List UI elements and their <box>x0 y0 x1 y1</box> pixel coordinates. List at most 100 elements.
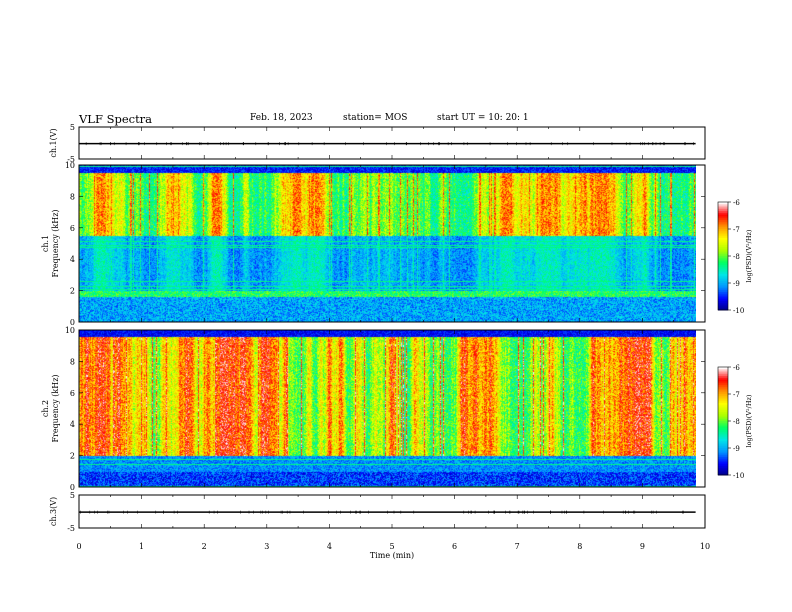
colorbar-cell <box>718 426 728 429</box>
y-tick-label: 4 <box>70 255 75 264</box>
plot-date: Feb. 18, 2023 <box>250 113 313 123</box>
colorbar-cell <box>718 410 728 413</box>
colorbar-cell <box>718 437 728 440</box>
colorbar-cell <box>718 232 728 235</box>
colorbar-cell <box>718 440 728 444</box>
colorbar-cell <box>718 381 728 384</box>
x-tick-label: 6 <box>452 542 457 551</box>
colorbar-cell <box>718 379 728 382</box>
spectrogram-image-ch1 <box>79 165 696 322</box>
plot-start-time: start UT = 10: 20: 1 <box>437 113 529 123</box>
colorbar-cell <box>718 205 728 208</box>
colorbar-cell <box>718 417 728 420</box>
plot-title: VLF Spectra <box>79 112 153 126</box>
colorbar-tick-label: -7 <box>733 391 740 399</box>
x-tick-label: 2 <box>202 542 207 551</box>
colorbar-label-ch1-spectrogram: log(PSD)(V²/Hz) <box>745 229 753 282</box>
y-tick-label: 10 <box>65 326 75 335</box>
colorbar-cell <box>718 243 728 246</box>
colorbar-cell <box>718 284 728 288</box>
colorbar-cell <box>718 254 728 257</box>
colorbar-cell <box>718 462 728 465</box>
y-tick-label: -5 <box>67 524 75 533</box>
colorbar-cell <box>718 430 728 433</box>
colorbar-cell <box>718 421 728 424</box>
colorbar-cell <box>718 415 728 418</box>
colorbar-cell <box>718 302 728 306</box>
colorbar-cell <box>718 250 728 253</box>
colorbar-cell <box>718 252 728 255</box>
colorbar-cell <box>718 376 728 379</box>
colorbar-cell <box>718 458 728 462</box>
colorbar-cell <box>718 220 728 223</box>
colorbar-cell <box>718 374 728 377</box>
colorbar-cell <box>718 223 728 226</box>
colorbar-cell <box>718 399 728 402</box>
colorbar-cell <box>718 306 728 309</box>
colorbar-cell <box>718 390 728 393</box>
colorbar-cell <box>718 383 728 386</box>
y-tick-label: 0 <box>70 318 75 327</box>
colorbar-cell <box>718 449 728 453</box>
colorbar-cell <box>718 257 728 261</box>
y-tick-label: 6 <box>70 224 75 233</box>
colorbar-cell <box>718 241 728 244</box>
colorbar-cell <box>718 422 728 426</box>
y-tick-label: 2 <box>70 287 75 296</box>
colorbar-cell <box>718 424 728 427</box>
colorbar-cell <box>718 392 728 395</box>
colorbar-cell <box>718 394 728 397</box>
colorbar-cell <box>718 216 728 219</box>
colorbar-cell <box>718 473 728 476</box>
x-tick-label: 9 <box>640 542 645 551</box>
x-tick-label: 10 <box>700 542 710 551</box>
y-axis-label-top-ch2-spectrogram: ch.2 <box>41 400 50 417</box>
y-axis-label-ch3-waveform: ch.3(V) <box>49 497 58 526</box>
y-tick-label: 10 <box>65 161 75 170</box>
x-tick-label: 4 <box>327 542 332 551</box>
colorbar-cell <box>718 212 728 216</box>
colorbar-cell <box>718 428 728 431</box>
y-tick-label: 5 <box>70 491 75 500</box>
colorbar-cell <box>718 433 728 436</box>
colorbar-cell <box>718 412 728 415</box>
y-tick-label: 8 <box>70 192 75 201</box>
colorbar-cell <box>718 451 728 454</box>
colorbar-cell <box>718 218 728 221</box>
colorbar-cell <box>718 403 728 406</box>
colorbar-cell <box>718 304 728 307</box>
y-tick-label: 5 <box>70 123 75 132</box>
plot-station: station= MOS <box>343 113 408 123</box>
colorbar-cell <box>718 401 728 404</box>
colorbar-cell <box>718 247 728 250</box>
colorbar-cell <box>718 270 728 273</box>
y-axis-label-ch1-spectrogram: Frequency (kHz) <box>51 209 60 277</box>
colorbar-cell <box>718 395 728 399</box>
colorbar-cell <box>718 431 728 435</box>
colorbar-cell <box>718 295 728 298</box>
colorbar-cell <box>718 471 728 474</box>
colorbar-cell <box>718 385 728 388</box>
colorbar-cell <box>718 370 728 373</box>
y-tick-label: 6 <box>70 389 75 398</box>
y-tick-label: 8 <box>70 357 75 366</box>
colorbar-cell <box>718 277 728 280</box>
colorbar-cell <box>718 367 728 370</box>
y-tick-label: -5 <box>67 155 75 164</box>
colorbar-cell <box>718 263 728 266</box>
colorbar-cell <box>718 230 728 234</box>
colorbar-cell <box>718 404 728 408</box>
colorbar-cell <box>718 236 728 239</box>
colorbar-cell <box>718 292 728 295</box>
colorbar-cell <box>718 446 728 449</box>
colorbar-cell <box>718 225 728 228</box>
colorbar-cell <box>718 283 728 286</box>
colorbar-cell <box>718 272 728 275</box>
colorbar-cell <box>718 259 728 262</box>
colorbar-tick-label: -8 <box>733 253 740 261</box>
colorbar-cell <box>718 464 728 467</box>
colorbar-cell <box>718 308 728 311</box>
colorbar-cell <box>718 256 728 259</box>
colorbar-tick-label: -8 <box>733 418 740 426</box>
